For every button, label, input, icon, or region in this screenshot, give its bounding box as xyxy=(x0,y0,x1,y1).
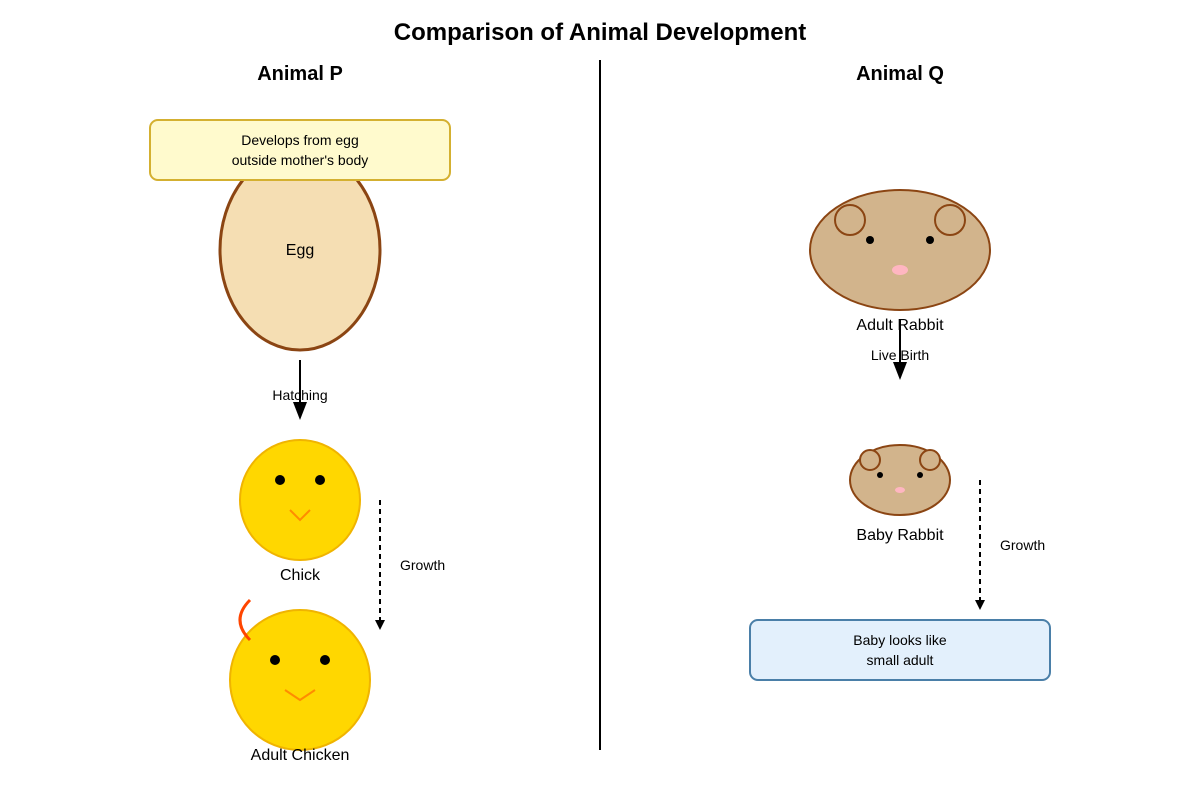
baby-rabbit-nose xyxy=(895,487,905,493)
adult-rabbit-left-eye xyxy=(866,236,874,244)
baby-note-line2: small adult xyxy=(867,652,934,668)
adult-rabbit-body xyxy=(809,189,991,311)
live-birth-label: Live Birth xyxy=(871,347,929,363)
growth-arrow-p-head xyxy=(375,620,385,630)
baby-rabbit-right-ear xyxy=(919,449,941,471)
chick-label: Chick xyxy=(280,567,321,584)
animal-p-column: Animal P Egg Develops from egg outside m… xyxy=(149,63,451,764)
chick-body xyxy=(239,439,361,561)
baby-rabbit-right-eye xyxy=(917,472,923,478)
hatching-arrow-head xyxy=(293,402,307,420)
adult-chicken-label: Adult Chicken xyxy=(251,747,350,764)
hatching-label: Hatching xyxy=(272,387,327,403)
baby-rabbit-label: Baby Rabbit xyxy=(856,527,944,544)
chicken-comb xyxy=(238,598,252,642)
growth-arrow-q-head xyxy=(975,600,985,610)
baby-note-line1: Baby looks like xyxy=(853,632,947,648)
egg-development-note xyxy=(149,119,451,181)
chick-left-eye xyxy=(275,475,285,485)
animal-q-heading: Animal Q xyxy=(856,63,944,85)
egg-label: Egg xyxy=(286,242,314,259)
growth-label-q: Growth xyxy=(1000,537,1045,553)
adult-rabbit-nose xyxy=(892,265,908,275)
chick-right-eye xyxy=(315,475,325,485)
growth-label-p: Growth xyxy=(400,557,445,573)
baby-rabbit-left-ear xyxy=(859,449,881,471)
live-birth-arrow-head xyxy=(893,362,907,380)
diagram-title: Comparison of Animal Development xyxy=(394,19,807,46)
adult-chicken-body xyxy=(229,609,371,751)
chicken-right-eye xyxy=(320,655,330,665)
adult-rabbit-right-eye xyxy=(926,236,934,244)
baby-similarity-note xyxy=(749,619,1051,681)
animal-p-heading: Animal P xyxy=(257,63,343,85)
chicken-beak xyxy=(284,689,316,702)
animal-q-column: Animal Q Adult Rabbit Live Birth Baby Ra… xyxy=(749,63,1051,681)
adult-rabbit-left-ear xyxy=(834,204,866,236)
egg-note-line2: outside mother's body xyxy=(232,152,369,168)
chicken-left-eye xyxy=(270,655,280,665)
chick-beak xyxy=(289,509,311,522)
egg-note-line1: Develops from egg xyxy=(241,132,359,148)
adult-rabbit-right-ear xyxy=(934,204,966,236)
baby-rabbit-left-eye xyxy=(877,472,883,478)
